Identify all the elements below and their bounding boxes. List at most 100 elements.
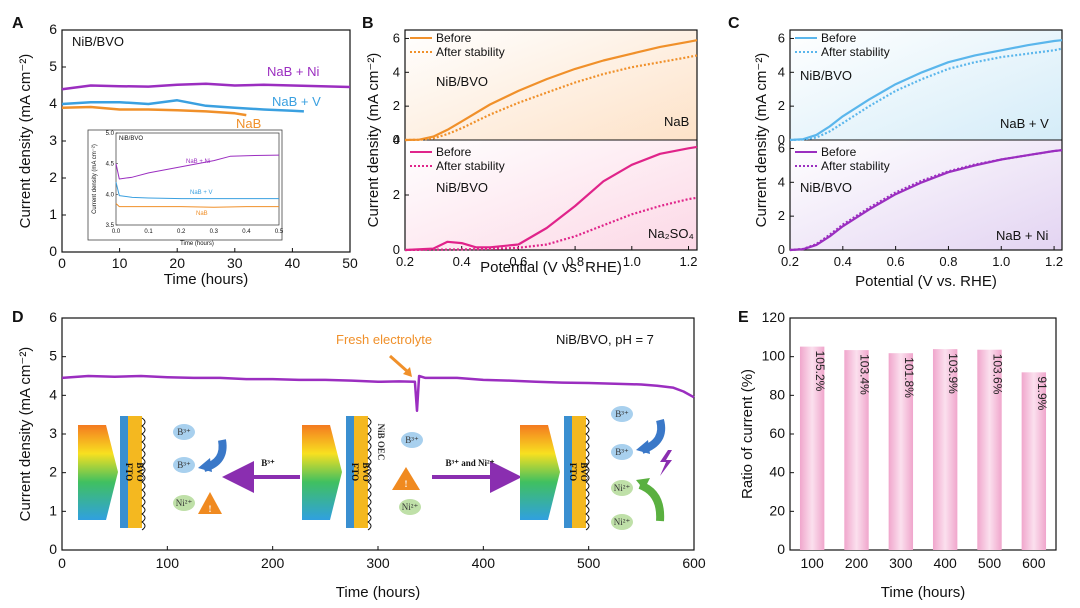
panel-a: 0 1 2 3 4 5 6 0 10 20 30 40 50 NiB/BVO NaB + Ni NaB … xyxy=(17,21,358,288)
c-bottom-legend-before: Before xyxy=(821,145,857,159)
light-beam-right xyxy=(520,425,560,520)
ion-ni-right-1 xyxy=(611,480,633,496)
c-xtick-label: 1.2 xyxy=(1045,254,1063,269)
panel-a-xlabel: Time (hours) xyxy=(164,271,248,288)
e-bar xyxy=(799,346,825,550)
d-ytick-label: 4 xyxy=(49,386,57,402)
c-bottom-ytick-label: 6 xyxy=(778,140,785,155)
b-top-sample: NiB/BVO xyxy=(436,74,488,89)
e-xtick-label: 500 xyxy=(978,555,1002,571)
e-bar-value-label: 91.9% xyxy=(1035,376,1049,410)
bvo-layer-right xyxy=(572,416,586,528)
panel-d-ticks: 0 1 2 3 4 5 6 0 100 200 300 400 500 600 xyxy=(49,309,706,571)
d-xtick-label: 200 xyxy=(261,555,285,571)
light-beam-left xyxy=(78,425,118,520)
c-top-after-line xyxy=(789,47,1063,142)
a-xtick-label: 50 xyxy=(342,255,358,271)
panel-b: 0 2 4 6 0 2 4 0.2 0.4 0.6 0.8 1.0 1.2 Before After s… xyxy=(365,29,698,276)
arrow-left-label: B³⁺ xyxy=(261,458,275,468)
ion-ni-center-label: Ni²⁺ xyxy=(402,502,419,512)
ion-ni-right-1-label: Ni²⁺ xyxy=(614,483,631,493)
c-xtick-label: 0.2 xyxy=(781,254,799,269)
a-series-line xyxy=(61,105,247,117)
a-ytick-label: 0 xyxy=(49,243,57,259)
d-xtick-label: 0 xyxy=(58,555,66,571)
panel-b-ylabel: Current density (mA cm⁻²) xyxy=(365,53,382,228)
panel-c-xlabel: Potential (V vs. RHE) xyxy=(855,273,997,290)
e-ytick-label: 60 xyxy=(769,425,785,441)
c-top-legend-before: Before xyxy=(821,31,857,45)
c-xtick-label: 0.8 xyxy=(939,254,957,269)
d-ytick-label: 5 xyxy=(49,348,57,364)
panel-e-frame xyxy=(789,317,1057,551)
d-xtick-label: 500 xyxy=(577,555,601,571)
panel-a-ylabel: Current density (mA cm⁻²) xyxy=(17,54,34,229)
panel-c-series xyxy=(789,39,1063,252)
inset-ticks: 3.5 4.0 4.5 5.0 0.0 0.1 0.2 0.3 0.4 0.5 xyxy=(106,131,284,235)
a-ytick-label: 1 xyxy=(49,206,57,222)
warning-icon-left xyxy=(198,492,222,514)
panel-b-xlabel: Potential (V vs. RHE) xyxy=(480,259,622,276)
ion-b-center xyxy=(401,432,423,448)
b-bottom-ytick-label: 2 xyxy=(393,187,400,202)
inset-series xyxy=(115,154,280,208)
e-bar xyxy=(1021,372,1047,550)
arrow-right-label: B³⁺ and Ni²⁺ xyxy=(446,458,495,468)
bvo-layer-left xyxy=(128,416,142,528)
panel-e-ylabel: Ratio of current (%) xyxy=(739,369,756,499)
a-xtick-label: 0 xyxy=(58,255,66,271)
curved-arrow-right-green xyxy=(638,481,665,522)
b-xtick-label: 0.6 xyxy=(509,254,527,269)
inset-series-line xyxy=(115,154,280,180)
inset-xtick-label: 0.0 xyxy=(112,229,121,235)
c-bottom-sample: NiB/BVO xyxy=(800,180,852,195)
curved-arrowhead-left xyxy=(198,458,212,472)
curved-arrowhead-right-blue xyxy=(636,440,650,454)
e-bar-value-label: 103.6% xyxy=(991,354,1005,395)
panel-letter-a: A xyxy=(12,15,24,32)
inset-frame xyxy=(87,129,283,241)
inset-ytick-label: 4.5 xyxy=(106,162,115,168)
c-top-ytick-label: 6 xyxy=(778,30,785,45)
b-bottom-sample: NiB/BVO xyxy=(436,180,488,195)
b-xtick-label: 0.2 xyxy=(396,254,414,269)
c-bottom-legend-after: After stability xyxy=(821,159,890,173)
fto-label-left: FTO xyxy=(124,463,134,481)
panel-e-ticks: 0 20 40 60 80 100 120 xyxy=(762,309,794,557)
ion-b-left-2-label: B³⁺ xyxy=(177,460,191,470)
b-bottom-electrolyte: Na₂SO₄ xyxy=(648,226,694,241)
light-beam-center xyxy=(302,425,342,520)
b-top-ytick-label: 4 xyxy=(393,64,400,79)
ion-b-right-1 xyxy=(611,406,633,422)
inset-ytick-label: 5.0 xyxy=(106,131,115,137)
a-xtick-label: 20 xyxy=(169,255,185,271)
b-bottom-ytick-label: 0 xyxy=(393,242,400,257)
b-top-ytick-label: 2 xyxy=(393,98,400,113)
inset-ytick-label: 3.5 xyxy=(106,223,115,229)
fresh-electrolyte-arrow xyxy=(389,354,409,374)
panel-c-ylabel: Current density (mA cm⁻²) xyxy=(753,53,770,228)
e-bar-value-label: 103.9% xyxy=(946,353,960,394)
c-top-before-line xyxy=(789,39,1063,142)
c-bottom-ytick-label: 2 xyxy=(778,208,785,223)
panel-d-series xyxy=(61,374,695,413)
a-series-line xyxy=(61,82,351,91)
lightning-icon xyxy=(660,450,672,476)
c-xtick-label: 0.6 xyxy=(887,254,905,269)
e-bar xyxy=(932,349,958,550)
c-top-ytick-label: 4 xyxy=(778,64,785,79)
electrode-center: FTO BVO NiB OEC B³⁺ ! Ni²⁺ xyxy=(302,416,423,531)
a-ytick-label: 2 xyxy=(49,169,57,185)
panel-d: 0 1 2 3 4 5 6 0 100 200 300 400 500 600 NiB/BVO, pH =… xyxy=(17,309,706,601)
inset-ylabel: Current density (mA cm⁻²) xyxy=(92,144,98,214)
panel-e-bars: 105.2% 100 103.4% 200 101.8% 300 103.9% 400 103.… xyxy=(799,346,1049,571)
bvo-label-right: BVO xyxy=(579,462,589,481)
ion-ni-center xyxy=(399,499,421,515)
warning-mark-center: ! xyxy=(405,479,408,489)
ion-b-left-1-label: B³⁺ xyxy=(177,427,191,437)
c-top-ytick-label: 2 xyxy=(778,98,785,113)
a-xtick-label: 40 xyxy=(285,255,301,271)
d-ytick-label: 0 xyxy=(49,541,57,557)
